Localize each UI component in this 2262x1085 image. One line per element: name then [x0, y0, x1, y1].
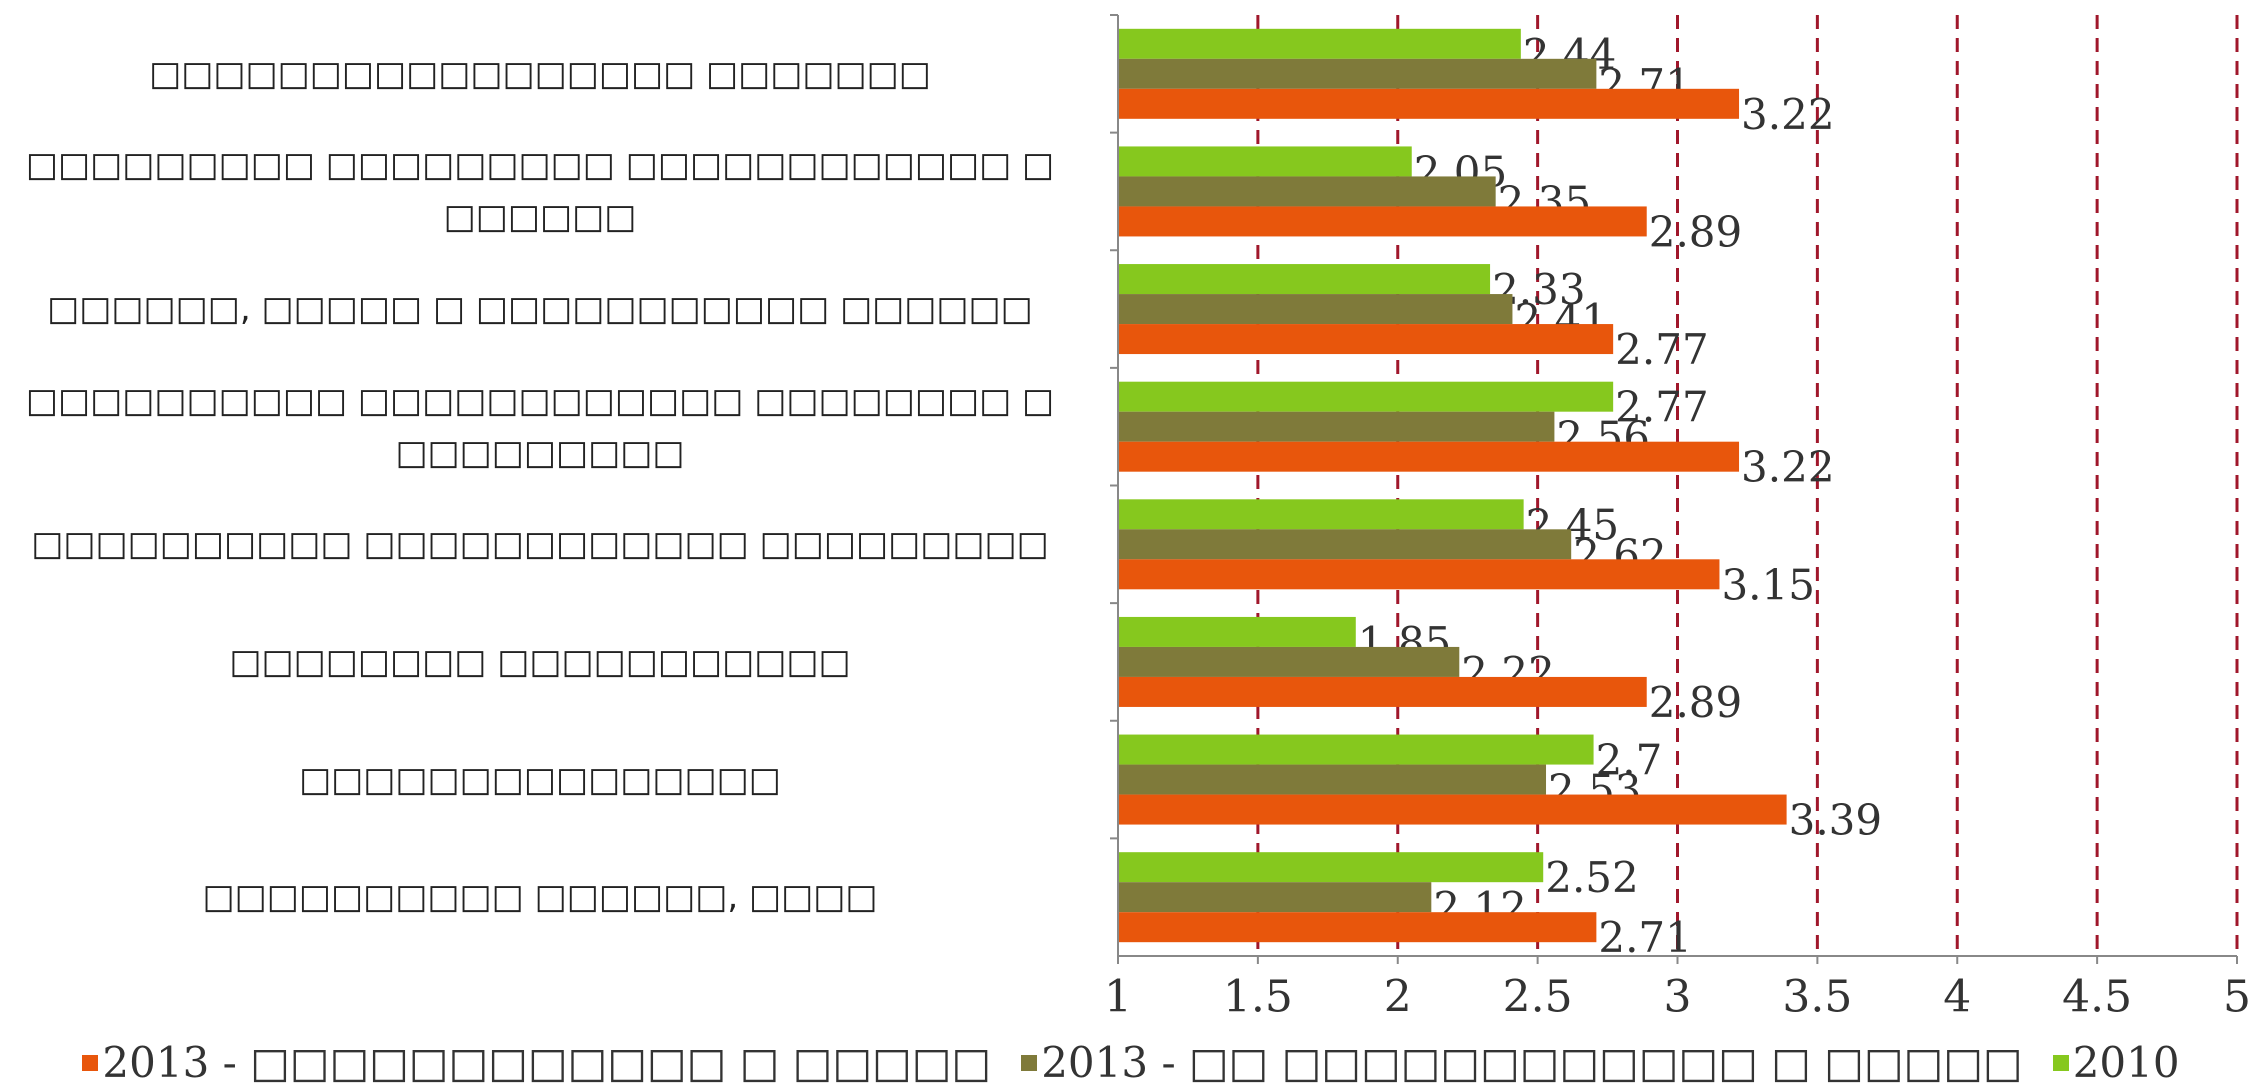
value-label: 2.89: [1649, 678, 1743, 727]
value-label: 2.71: [1598, 913, 1692, 962]
bar: [1118, 529, 1572, 560]
bar: [1118, 146, 1412, 177]
bar: [1118, 764, 1547, 795]
value-label: 2.89: [1649, 207, 1743, 256]
legend-swatch: [2052, 1054, 2069, 1071]
bar: [1118, 734, 1594, 765]
value-label: 2.7: [1596, 736, 1663, 785]
value-label: 3.22: [1741, 90, 1835, 139]
bar: [1118, 381, 1614, 412]
bar: [1118, 676, 1647, 707]
bar: [1118, 646, 1460, 677]
bar: [1118, 912, 1597, 943]
chart: 1 1.5 2 2.5 3 3.5 4 4.5 52.442.713.222.052.352.8…: [1104, 14, 2251, 1023]
bar: [1118, 559, 1720, 590]
bar: [1118, 324, 1614, 355]
x-tick-label: 5: [2223, 972, 2251, 1023]
x-tick-label: 3.5: [1782, 972, 1852, 1023]
bar: [1118, 176, 1496, 207]
bar: [1118, 794, 1787, 825]
bar: [1118, 88, 1740, 119]
category-label: □□□□□□□□□□ □□□□□□□□□□□□ □□□□□□□□□: [31, 524, 1049, 565]
category-label: □□□□□□, □□□□□ □ □□□□□□□□□□□ □□□□□□: [47, 289, 1033, 330]
bar: [1118, 441, 1740, 472]
category-label: □□□□□□□□ □□□□□□□□□□□: [229, 641, 851, 682]
bar: [1118, 852, 1544, 883]
legend-swatch: [82, 1054, 99, 1071]
value-label: 3.15: [1721, 560, 1815, 609]
value-label: 2.77: [1615, 383, 1709, 432]
value-label: 2.52: [1545, 853, 1639, 902]
x-tick-label: 2.5: [1503, 972, 1573, 1023]
x-tick-label: 4: [1943, 972, 1971, 1023]
legend-label: 2010: [2072, 1038, 2180, 1085]
category-label: □□□□□□□□□□ □□□□□□□□□□□□ □□□□□□□□ □ □□□□□…: [25, 380, 1055, 473]
bar: [1118, 28, 1521, 59]
bar: [1118, 58, 1597, 89]
bar: [1118, 882, 1432, 913]
value-label: 3.22: [1741, 443, 1835, 492]
category-label: □□□□□□□□□ □□□□□□□□□ □□□□□□□□□□□□ □ □□□□□…: [25, 145, 1055, 238]
category-label: □□□□□□□□□□□□□□□: [299, 759, 781, 800]
bar: [1118, 294, 1513, 325]
bar: [1118, 206, 1647, 237]
x-tick-label: 3: [1664, 972, 1692, 1023]
x-tick-label: 1: [1104, 972, 1132, 1023]
x-tick-label: 4.5: [2062, 972, 2132, 1023]
category-label: □□□□□□□□□□□□□□□□□ □□□□□□□: [149, 53, 931, 94]
legend-item: 2013 - □□ □□□□□□□□□□□□ □ □□□□□: [1021, 1038, 2023, 1085]
legend-item: 2010: [2052, 1038, 2180, 1085]
legend-label: 2013 - □□□□□□□□□□□□ □ □□□□□: [102, 1038, 992, 1085]
category-label: □□□□□□□□□□ □□□□□□, □□□□: [202, 877, 878, 918]
x-tick-label: 2: [1384, 972, 1412, 1023]
bar: [1118, 499, 1524, 530]
legend-swatch: [1021, 1054, 1038, 1071]
legend: 2013 - □□□□□□□□□□□□ □ □□□□□ 2013 - □□ □□□…: [0, 1038, 2262, 1085]
value-label: 3.39: [1789, 796, 1883, 845]
legend-label: 2013 - □□ □□□□□□□□□□□□ □ □□□□□: [1041, 1038, 2023, 1085]
bar: [1118, 264, 1491, 295]
bar: [1118, 616, 1356, 647]
x-tick-label: 1.5: [1223, 972, 1293, 1023]
bar: [1118, 411, 1555, 442]
legend-item: 2013 - □□□□□□□□□□□□ □ □□□□□: [82, 1038, 991, 1085]
value-label: 2.77: [1615, 325, 1709, 374]
